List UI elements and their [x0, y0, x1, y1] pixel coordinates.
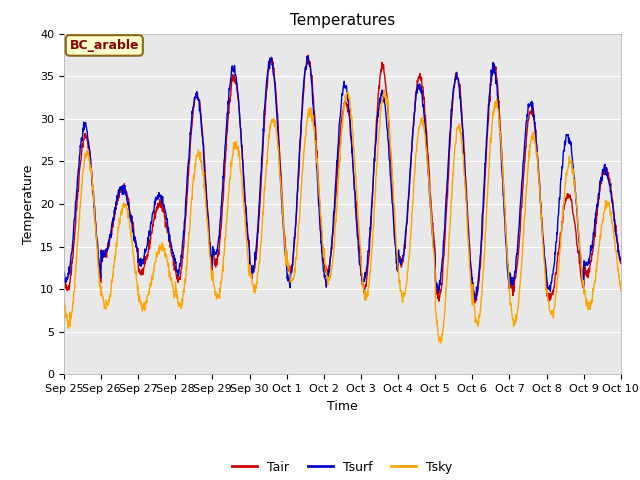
- Line: Tsurf: Tsurf: [64, 56, 621, 300]
- Tsurf: [184, 165, 191, 170]
- Tsurf: [170, 253, 178, 259]
- Line: Tair: Tair: [64, 55, 621, 303]
- X-axis label: Time: Time: [327, 400, 358, 413]
- Tair: [184, 182, 191, 188]
- Tsky: [436, 340, 444, 346]
- Tair: [170, 267, 178, 273]
- Tsky: [170, 295, 178, 301]
- Title: Temperatures: Temperatures: [290, 13, 395, 28]
- Tsky: [184, 247, 191, 253]
- Tsurf: [304, 53, 312, 59]
- Tsurf: [472, 297, 479, 303]
- Tair: [246, 261, 254, 266]
- Text: BC_arable: BC_arable: [70, 39, 139, 52]
- Tair: [617, 261, 625, 266]
- Legend: Tair, Tsurf, Tsky: Tair, Tsurf, Tsky: [227, 456, 458, 479]
- Tair: [470, 300, 478, 306]
- Tsurf: [502, 243, 510, 249]
- Tair: [552, 271, 559, 277]
- Y-axis label: Temperature: Temperature: [22, 164, 35, 244]
- Tsky: [617, 288, 625, 294]
- Tsky: [502, 232, 510, 238]
- Tair: [429, 229, 437, 235]
- Tsky: [429, 244, 437, 250]
- Tsurf: [429, 237, 437, 242]
- Tsurf: [60, 269, 68, 275]
- Tsky: [60, 299, 68, 305]
- Tsky: [246, 267, 254, 273]
- Tsky: [380, 87, 388, 93]
- Tsurf: [246, 261, 254, 266]
- Tair: [60, 275, 68, 280]
- Line: Tsky: Tsky: [64, 90, 621, 343]
- Tsurf: [617, 257, 625, 263]
- Tsurf: [552, 251, 559, 257]
- Tsky: [552, 297, 559, 303]
- Tair: [502, 237, 510, 242]
- Tair: [304, 52, 312, 58]
